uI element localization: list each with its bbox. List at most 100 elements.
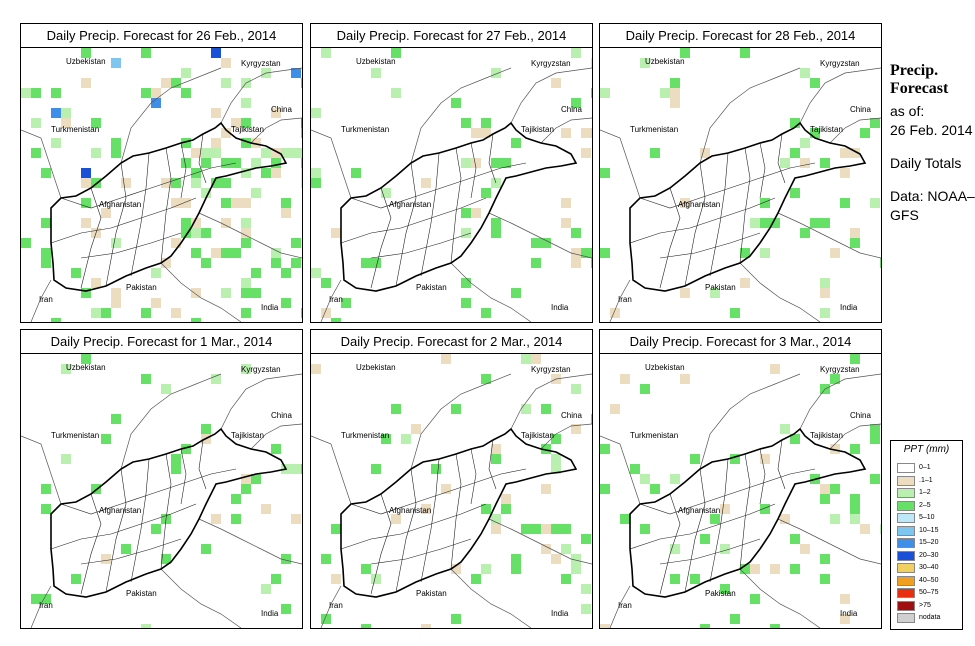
legend-item: nodata xyxy=(897,613,940,623)
precip-cell xyxy=(491,524,501,534)
precip-cell xyxy=(171,198,181,208)
legend-item: 2–5 xyxy=(897,500,931,511)
precip-cell xyxy=(561,198,571,208)
map-label-uzbekistan: Uzbekistan xyxy=(645,363,685,372)
precip-cell xyxy=(241,168,251,178)
precip-cell xyxy=(391,404,401,414)
precip-cell xyxy=(531,238,541,248)
map-label-china: China xyxy=(561,105,582,114)
precip-cell xyxy=(321,48,331,58)
province-border xyxy=(340,503,487,550)
precip-cell xyxy=(561,128,571,138)
precip-cell xyxy=(251,268,261,278)
precip-cell xyxy=(111,148,121,158)
precip-cell xyxy=(371,68,381,78)
map-label-uzbekistan: Uzbekistan xyxy=(356,57,396,66)
precip-cell xyxy=(221,158,231,168)
precip-cell xyxy=(850,504,860,514)
precip-cell xyxy=(301,158,302,168)
map-label-uzbekistan: Uzbekistan xyxy=(66,363,106,372)
precip-cell xyxy=(171,78,181,88)
precip-cell xyxy=(740,248,750,258)
precip-cell xyxy=(610,404,620,414)
precip-cell xyxy=(161,258,171,268)
province-border xyxy=(659,538,761,565)
legend-label: 10–15 xyxy=(919,526,939,534)
precip-cell xyxy=(81,168,91,178)
panel-title: Daily Precip. Forecast for 1 Mar., 2014 xyxy=(21,330,302,354)
province-border xyxy=(160,147,172,264)
map-label-india: India xyxy=(551,609,569,618)
precip-cell xyxy=(171,464,181,474)
precip-cell xyxy=(471,128,481,138)
precip-cell xyxy=(141,374,151,384)
province-border xyxy=(60,468,237,515)
precip-cell xyxy=(830,248,840,258)
map-label-afghanistan: Afghanistan xyxy=(389,506,431,515)
precip-legend: PPT (mm) 0–1 .1–1 1–2 2–5 5–10 10–15 15–20 20–3… xyxy=(890,440,963,630)
province-border xyxy=(488,439,497,490)
precip-cell xyxy=(331,524,341,534)
map-label-iran: Iran xyxy=(618,601,632,610)
precip-cell xyxy=(880,524,881,534)
precip-cell xyxy=(451,98,461,108)
precip-cell xyxy=(161,384,171,394)
precip-cell xyxy=(261,148,271,158)
precip-cell xyxy=(201,258,211,268)
precip-cell xyxy=(51,88,61,98)
legend-label: 2–5 xyxy=(919,501,931,509)
precip-cell xyxy=(391,48,401,58)
precip-cell xyxy=(571,564,581,574)
precip-cell xyxy=(291,68,301,78)
precip-cell xyxy=(830,374,840,384)
precip-cell xyxy=(111,58,121,68)
precip-cell xyxy=(860,128,870,138)
country-border xyxy=(198,212,302,259)
map-label-tajikistan: Tajikistan xyxy=(521,125,554,134)
precip-cell xyxy=(181,198,191,208)
precip-map: UzbekistanKazakhstanKyrgyzstanChinaTurkm… xyxy=(600,48,881,322)
precip-cell xyxy=(511,138,521,148)
precip-cell xyxy=(600,484,610,494)
country-border xyxy=(30,279,52,322)
precip-cell xyxy=(151,524,161,534)
panel-title: Daily Precip. Forecast for 27 Feb., 2014 xyxy=(311,24,592,48)
precip-cell xyxy=(501,494,511,504)
precip-cell xyxy=(840,198,850,208)
province-border xyxy=(629,503,776,550)
precip-cell xyxy=(610,308,620,318)
caption-as-of: as of: xyxy=(890,103,925,119)
map-label-india: India xyxy=(840,609,858,618)
precip-cell xyxy=(780,424,790,434)
map-label-turkmenistan: Turkmenistan xyxy=(630,125,678,134)
province-border xyxy=(470,142,477,199)
province-border xyxy=(420,458,440,583)
precip-cell xyxy=(551,434,561,444)
province-border xyxy=(684,162,706,287)
precip-cell xyxy=(581,584,591,594)
province-border xyxy=(340,197,487,244)
precip-cell xyxy=(21,238,31,248)
precip-cell xyxy=(391,88,401,98)
precip-cell xyxy=(860,524,870,534)
map-label-turkmenistan: Turkmenistan xyxy=(51,431,99,440)
country-border xyxy=(777,212,881,259)
precip-cell xyxy=(790,534,800,544)
precip-cell xyxy=(181,444,191,454)
precip-cell xyxy=(281,148,291,158)
legend-label: nodata xyxy=(919,614,941,621)
precip-cell xyxy=(61,454,71,464)
precip-cell xyxy=(541,544,551,554)
precip-cell xyxy=(281,554,291,564)
province-border xyxy=(777,439,786,490)
country-border xyxy=(410,67,512,164)
precip-cell xyxy=(221,198,231,208)
precip-cell xyxy=(561,524,571,534)
legend-swatch xyxy=(897,513,915,523)
country-border xyxy=(699,373,801,470)
precip-cell xyxy=(421,178,431,188)
legend-label: 1–2 xyxy=(919,489,931,496)
country-border xyxy=(510,67,592,124)
precip-cell xyxy=(391,514,401,524)
precip-cell xyxy=(850,228,860,238)
